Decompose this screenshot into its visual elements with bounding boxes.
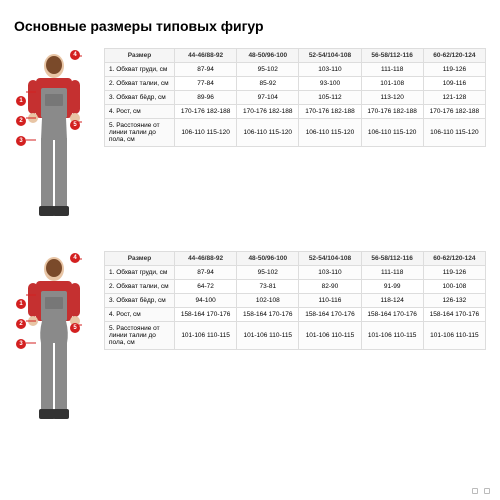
size-cell: 73-81: [237, 280, 299, 294]
size-column-header: 52-54/104-108: [299, 252, 361, 266]
row-label: 2. Обхват талии, см: [105, 280, 175, 294]
size-cell: 94-100: [175, 294, 237, 308]
size-cell: 101-106 110-115: [361, 322, 423, 350]
size-cell: 102-108: [237, 294, 299, 308]
size-cell: 170-176 182-188: [175, 105, 237, 119]
size-column-header: 56-58/112-116: [361, 49, 423, 63]
row-label: 4. Рост, см: [105, 308, 175, 322]
page-title: Основные размеры типовых фигур: [14, 18, 486, 34]
measurement-marker-1: 1: [16, 299, 26, 309]
size-cell: 106-110 115-120: [175, 119, 237, 147]
size-cell: 158-164 170-176: [423, 308, 485, 322]
size-table-2: Размер44-46/88-9248-50/96-10052-54/104-1…: [104, 251, 486, 350]
size-cell: 106-110 115-120: [361, 119, 423, 147]
male-figure-section: 4 1 2 5 3 Размер44-46/88-9248-50/96-10052-54/…: [14, 48, 486, 233]
size-cell: 87-94: [175, 63, 237, 77]
male-figure-image: 4 1 2 5 3: [14, 48, 94, 233]
size-column-header: 44-46/88-92: [175, 49, 237, 63]
size-cell: 158-164 170-176: [175, 308, 237, 322]
size-cell: 119-126: [423, 63, 485, 77]
female-figure-image: 4 1 2 5 3: [14, 251, 94, 436]
row-label: 1. Обхват груди, см: [105, 63, 175, 77]
size-cell: 64-72: [175, 280, 237, 294]
size-column-header: 48-50/96-100: [237, 252, 299, 266]
size-cell: 101-106 110-115: [299, 322, 361, 350]
table-header-label: Размер: [105, 49, 175, 63]
row-label: 4. Рост, см: [105, 105, 175, 119]
measurement-marker-5: 5: [70, 120, 80, 130]
measurement-marker-4: 4: [70, 50, 80, 60]
size-cell: 97-104: [237, 91, 299, 105]
size-cell: 106-110 115-120: [423, 119, 485, 147]
size-cell: 170-176 182-188: [299, 105, 361, 119]
size-cell: 111-118: [361, 266, 423, 280]
size-cell: 109-116: [423, 77, 485, 91]
size-cell: 119-126: [423, 266, 485, 280]
size-cell: 118-124: [361, 294, 423, 308]
size-cell: 101-106 110-115: [237, 322, 299, 350]
size-cell: 82-90: [299, 280, 361, 294]
size-cell: 106-110 115-120: [237, 119, 299, 147]
size-cell: 106-110 115-120: [299, 119, 361, 147]
row-label: 1. Обхват груди, см: [105, 266, 175, 280]
row-label: 3. Обхват бёдр, см: [105, 294, 175, 308]
size-cell: 101-106 110-115: [423, 322, 485, 350]
size-cell: 113-120: [361, 91, 423, 105]
size-cell: 170-176 182-188: [361, 105, 423, 119]
size-cell: 105-112: [299, 91, 361, 105]
size-cell: 158-164 170-176: [237, 308, 299, 322]
size-cell: 87-94: [175, 266, 237, 280]
measurement-marker-5: 5: [70, 323, 80, 333]
row-label: 5. Расстояние от линии талии до пола, см: [105, 119, 175, 147]
size-cell: 91-99: [361, 280, 423, 294]
size-column-header: 48-50/96-100: [237, 49, 299, 63]
size-cell: 100-108: [423, 280, 485, 294]
size-cell: 85-92: [237, 77, 299, 91]
measurement-marker-1: 1: [16, 96, 26, 106]
measurement-marker-2: 2: [16, 319, 26, 329]
size-cell: 121-128: [423, 91, 485, 105]
size-column-header: 60-62/120-124: [423, 49, 485, 63]
size-cell: 126-132: [423, 294, 485, 308]
size-table-1: Размер44-46/88-9248-50/96-10052-54/104-1…: [104, 48, 486, 147]
row-label: 2. Обхват талии, см: [105, 77, 175, 91]
size-column-header: 60-62/120-124: [423, 252, 485, 266]
size-cell: 170-176 182-188: [237, 105, 299, 119]
size-cell: 111-118: [361, 63, 423, 77]
size-cell: 103-110: [299, 63, 361, 77]
size-cell: 95-102: [237, 266, 299, 280]
row-label: 3. Обхват бёдр, см: [105, 91, 175, 105]
table-header-label: Размер: [105, 252, 175, 266]
size-cell: 170-176 182-188: [423, 105, 485, 119]
measurement-marker-3: 3: [16, 339, 26, 349]
size-cell: 103-110: [299, 266, 361, 280]
measurement-marker-3: 3: [16, 136, 26, 146]
size-cell: 95-102: [237, 63, 299, 77]
size-column-header: 44-46/88-92: [175, 252, 237, 266]
size-cell: 101-106 110-115: [175, 322, 237, 350]
size-cell: 77-84: [175, 77, 237, 91]
size-cell: 158-164 170-176: [361, 308, 423, 322]
size-cell: 89-96: [175, 91, 237, 105]
row-label: 5. Расстояние от линии талии до пола, см: [105, 322, 175, 350]
female-figure-section: 4 1 2 5 3 Размер44-46/88-9248-50/96-10052-54/…: [14, 251, 486, 436]
size-cell: 93-100: [299, 77, 361, 91]
size-cell: 101-108: [361, 77, 423, 91]
footer-corner-marks: [472, 488, 490, 494]
measurement-marker-2: 2: [16, 116, 26, 126]
measurement-marker-4: 4: [70, 253, 80, 263]
size-column-header: 52-54/104-108: [299, 49, 361, 63]
size-cell: 158-164 170-176: [299, 308, 361, 322]
size-cell: 110-116: [299, 294, 361, 308]
size-column-header: 56-58/112-116: [361, 252, 423, 266]
